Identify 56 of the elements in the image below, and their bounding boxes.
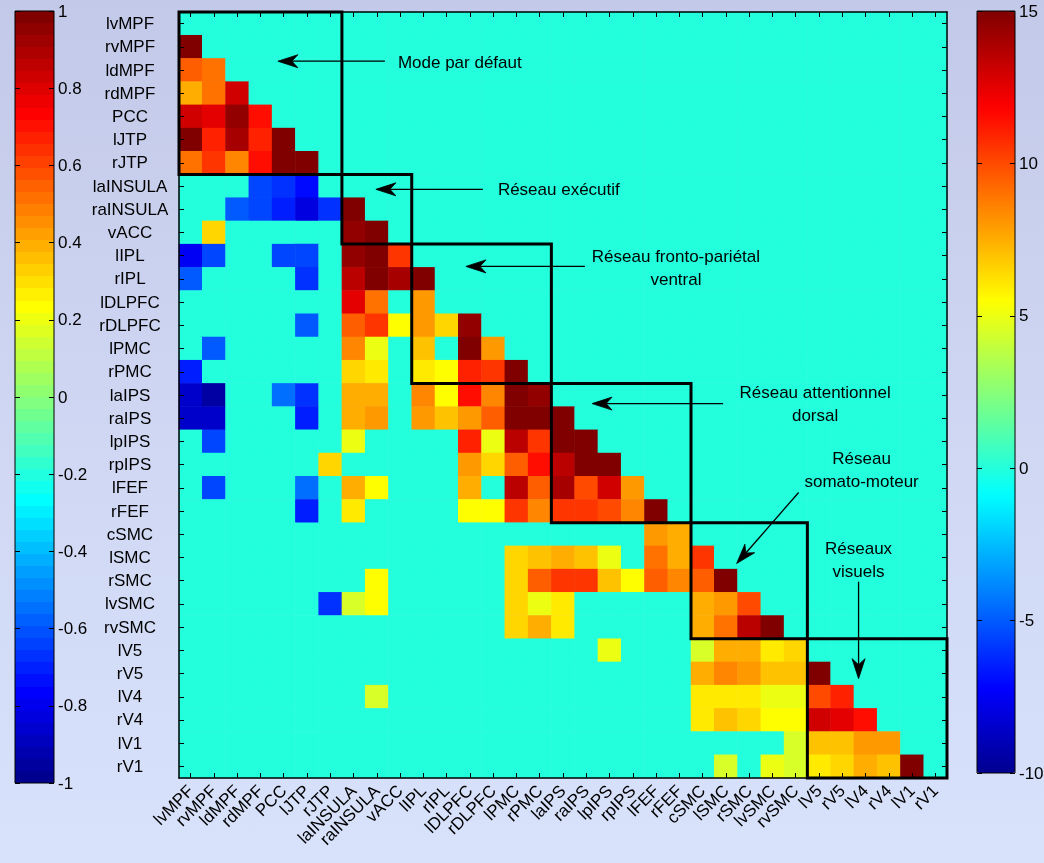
y2-tick-label: -0.2	[58, 464, 88, 484]
y-tick-label: rV1	[116, 756, 144, 776]
y-tick-label: lFEF	[112, 478, 148, 498]
y2-tick-label: -0.8	[58, 696, 88, 716]
y-tick-label: rIPL	[114, 269, 146, 289]
y-tick-label: lV5	[117, 640, 143, 660]
annotation: Réseaux visuels	[825, 538, 893, 581]
y-tick-label: ldMPF	[105, 60, 155, 80]
annotation: Réseau fronto-pariétal ventral	[591, 246, 761, 289]
y2-tick-label: 1	[58, 1, 68, 21]
y2-tick-label: -0.4	[58, 541, 88, 561]
y-tick-label: rSMC	[108, 571, 152, 591]
y2-tick-label: 0	[58, 387, 68, 407]
y2-tick-label: -1	[58, 773, 74, 793]
y-tick-label: rFEF	[111, 501, 149, 521]
y-tick-label: rvSMC	[104, 617, 156, 637]
color-bar-label: 15	[1019, 1, 1038, 21]
y2-tick-label: 0.4	[58, 233, 82, 253]
y-tick-label: raIPS	[108, 408, 152, 428]
y-tick-label: rJTP	[112, 153, 148, 173]
annotation: Réseau attentionnel dorsal	[739, 382, 891, 425]
annotation: Réseau exécutif	[497, 179, 621, 199]
y-tick-label: lpIPS	[109, 431, 151, 451]
color-bar-label: -10	[1019, 763, 1044, 783]
annotation: Mode par défaut	[397, 52, 522, 72]
y-tick-label: cSMC	[106, 524, 154, 544]
y-tick-label: lPMC	[109, 339, 151, 359]
y-tick-label: laINSULA	[92, 176, 168, 196]
y-tick-label: lvMPF	[105, 14, 155, 34]
y2-tick-label: 0.6	[58, 155, 82, 175]
y-tick-label: PCC	[112, 106, 148, 126]
annotation: Réseau somato-moteur	[804, 448, 920, 491]
y2-tick-label: -0.6	[58, 619, 88, 639]
y-tick-label: rpIPS	[108, 455, 152, 475]
y-tick-label: raINSULA	[91, 199, 169, 219]
y2-tick-label: 0.2	[58, 310, 82, 330]
color-bar-label: 0	[1019, 458, 1029, 478]
y-tick-label: vACC	[107, 223, 153, 243]
color-bar-label: -5	[1019, 611, 1035, 631]
color-bar-label: 5	[1019, 306, 1029, 326]
y-tick-label: laIPS	[109, 385, 151, 405]
y-tick-label: lDLPFC	[100, 292, 160, 312]
y-tick-label: rDLPFC	[99, 315, 161, 335]
y-tick-label: lSMC	[109, 547, 151, 567]
y-tick-label: rPMC	[108, 362, 152, 382]
y-tick-label: lV4	[117, 687, 143, 707]
y-tick-label: rvMPF	[104, 37, 156, 57]
y-tick-label: rV5	[116, 664, 144, 684]
y-tick-label: lvSMC	[104, 594, 156, 614]
y-tick-label: lJTP	[113, 130, 147, 150]
y-tick-label: rV4	[116, 710, 144, 730]
color-bar-label: 10	[1019, 153, 1038, 173]
y-tick-label: lV1	[117, 733, 143, 753]
y-tick-label: rdMPF	[104, 83, 156, 103]
y-tick-label: lIPL	[115, 246, 145, 266]
y2-tick-label: 0.8	[58, 78, 82, 98]
